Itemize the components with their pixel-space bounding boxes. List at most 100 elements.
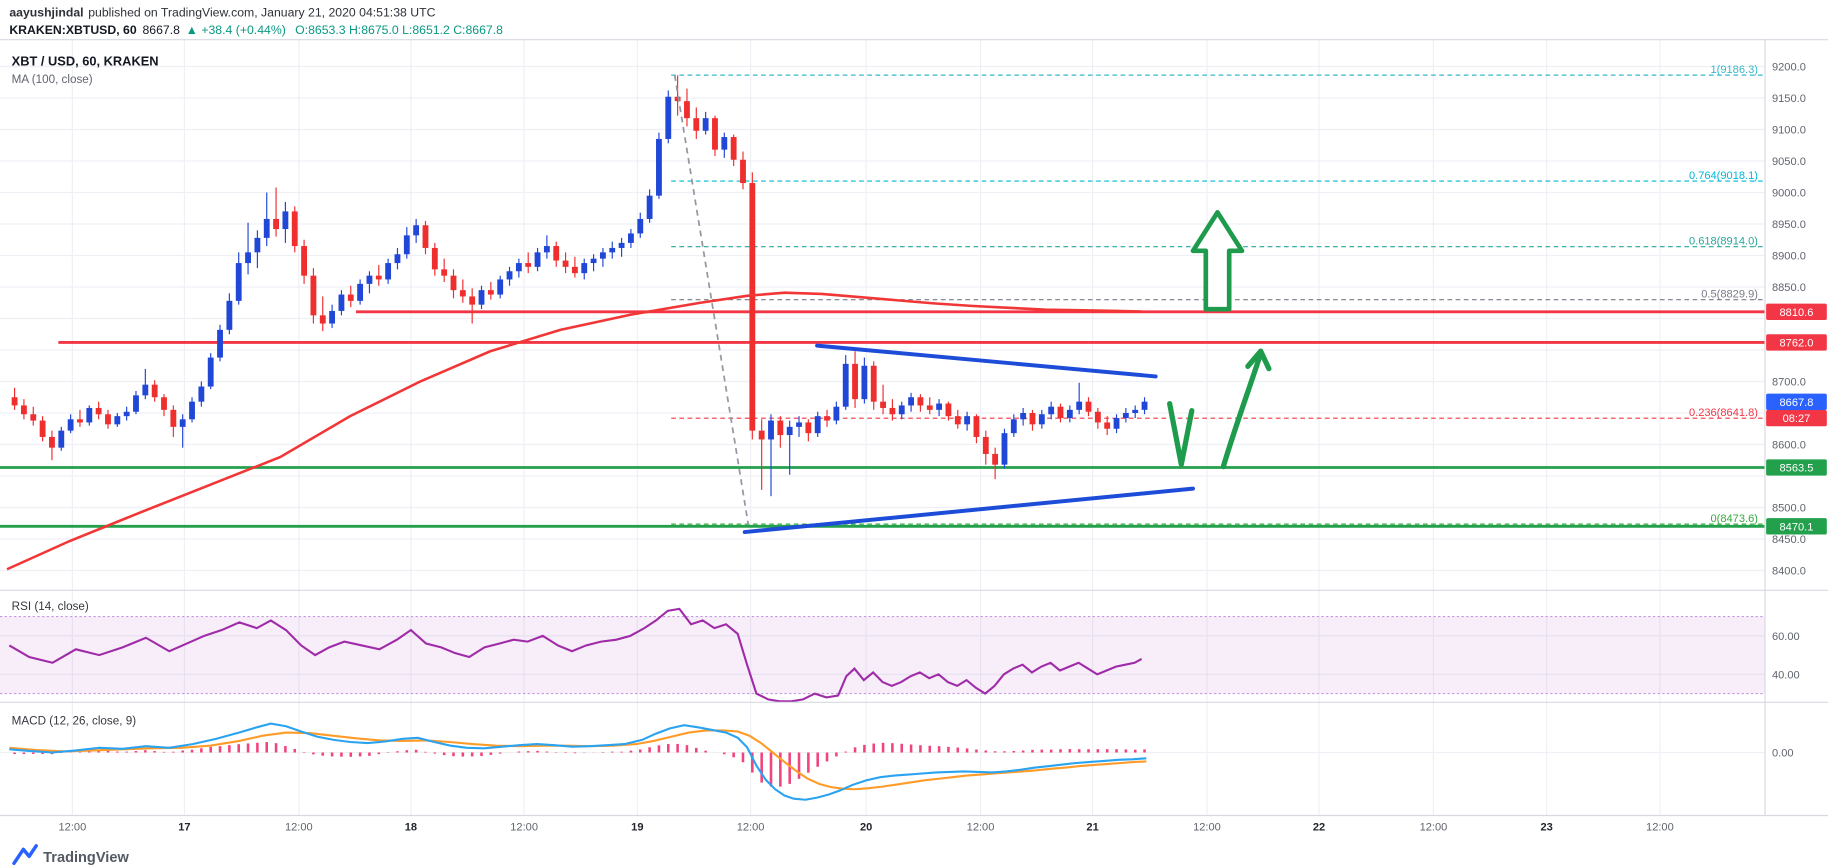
candle — [254, 237, 261, 253]
svg-text:12:00: 12:00 — [1193, 822, 1221, 834]
svg-text:18: 18 — [405, 822, 417, 834]
macd-line — [9, 722, 1147, 801]
candle — [263, 218, 270, 238]
macd-pane — [9, 722, 1147, 801]
time-axis[interactable]: 12:00 17 12:00 18 12:00 19 12:00 20 12:00 21 12:00… — [59, 822, 1674, 834]
candle — [842, 363, 849, 407]
candle — [1076, 401, 1083, 410]
price-level-badge — [1766, 518, 1827, 535]
candle — [1085, 401, 1092, 412]
tradingview-watermark[interactable]: TradingView — [12, 844, 129, 866]
fib-retracement[interactable]: 1(9186.3) 0.764(9018.1) 0.618(8914.0) 0.5(8… — [671, 64, 1765, 525]
candle — [917, 397, 924, 406]
svg-text:12:00: 12:00 — [510, 822, 538, 834]
svg-text:9200.0: 9200.0 — [1772, 62, 1806, 74]
candle — [30, 414, 37, 421]
main-pane-legend: XBT / USD, 60, KRAKEN — [12, 53, 159, 68]
fib-level-label: 0.618(8914.0) — [1689, 235, 1758, 247]
svg-text:8762.0: 8762.0 — [1780, 338, 1814, 350]
candle — [1104, 422, 1111, 429]
candle — [459, 290, 466, 297]
candle — [824, 416, 830, 421]
up-arrow-shape — [1190, 210, 1245, 312]
candle — [385, 263, 392, 280]
drawings-layer[interactable] — [673, 74, 1272, 535]
candle — [1066, 409, 1073, 419]
candle — [581, 263, 588, 274]
fib-level-label: 1(9186.3) — [1711, 64, 1758, 76]
svg-text:9050.0: 9050.0 — [1772, 156, 1806, 168]
candle — [1001, 433, 1008, 465]
ma-legend: MA (100, close) — [12, 73, 93, 86]
candle — [133, 395, 139, 412]
svg-text:8500.0: 8500.0 — [1772, 503, 1806, 515]
grid-layer — [0, 39, 1765, 816]
candle — [347, 294, 354, 301]
candle — [413, 225, 420, 236]
candle — [170, 409, 177, 427]
candle — [926, 405, 933, 410]
trend-line — [742, 486, 1195, 535]
candle — [422, 225, 429, 248]
candle — [945, 403, 952, 417]
candle — [58, 430, 65, 448]
candle — [301, 246, 308, 276]
svg-text:08:27: 08:27 — [1783, 413, 1811, 425]
watermark-text: TradingView — [43, 850, 129, 866]
symbol-summary: KRAKEN:XBTUSD, 60 8667.8 ▲ +38.4 (+0.44%) O… — [9, 23, 503, 37]
candle — [1094, 411, 1101, 423]
svg-text:12:00: 12:00 — [59, 822, 87, 834]
candle — [161, 397, 167, 410]
candle — [515, 263, 522, 272]
svg-text:8900.0: 8900.0 — [1772, 251, 1806, 263]
byline: aayushjindal published on TradingView.com… — [9, 5, 435, 19]
svg-text:12:00: 12:00 — [967, 822, 995, 834]
candle — [1048, 406, 1055, 415]
svg-text:40.00: 40.00 — [1772, 669, 1800, 681]
candle — [431, 247, 438, 270]
candle — [151, 384, 158, 398]
candle — [375, 275, 382, 280]
svg-text:17: 17 — [178, 822, 190, 834]
price-axis[interactable]: 9200.0 9150.0 9100.0 9050.0 9000.0 8950.0 8900… — [1766, 62, 1827, 760]
svg-text:8400.0: 8400.0 — [1772, 566, 1806, 578]
svg-text:8470.1: 8470.1 — [1780, 521, 1814, 533]
candle — [730, 137, 737, 160]
last-price-badge — [1766, 393, 1827, 410]
candle — [796, 422, 802, 427]
candle — [768, 420, 774, 440]
candle — [497, 279, 504, 295]
candle — [123, 411, 130, 417]
rsi-pane — [0, 607, 1765, 703]
candle — [861, 365, 868, 400]
svg-text:8700.0: 8700.0 — [1772, 377, 1806, 389]
candle — [693, 118, 700, 131]
candle — [21, 405, 27, 415]
candle — [712, 118, 718, 150]
rsi-line — [8, 607, 1143, 703]
candle — [329, 310, 336, 324]
candle — [964, 416, 971, 425]
horizontal-lines[interactable] — [0, 310, 1765, 528]
candle — [189, 401, 195, 420]
candle — [226, 300, 233, 330]
svg-text:12:00: 12:00 — [737, 822, 765, 834]
candle — [740, 159, 746, 184]
svg-text:8667.8: 8667.8 — [1780, 397, 1814, 409]
candle — [217, 329, 223, 358]
candle — [469, 296, 476, 305]
candle — [543, 246, 550, 253]
candle — [1029, 413, 1036, 425]
rsi-legend: RSI (14, close) — [12, 600, 89, 613]
price-level-badge — [1766, 334, 1827, 351]
candle — [506, 271, 513, 280]
candle — [525, 263, 532, 267]
candle — [684, 101, 690, 119]
candle — [86, 407, 93, 423]
candle — [357, 283, 364, 301]
price-level-badge — [1766, 303, 1827, 320]
candle — [114, 416, 121, 425]
candle — [992, 453, 999, 465]
